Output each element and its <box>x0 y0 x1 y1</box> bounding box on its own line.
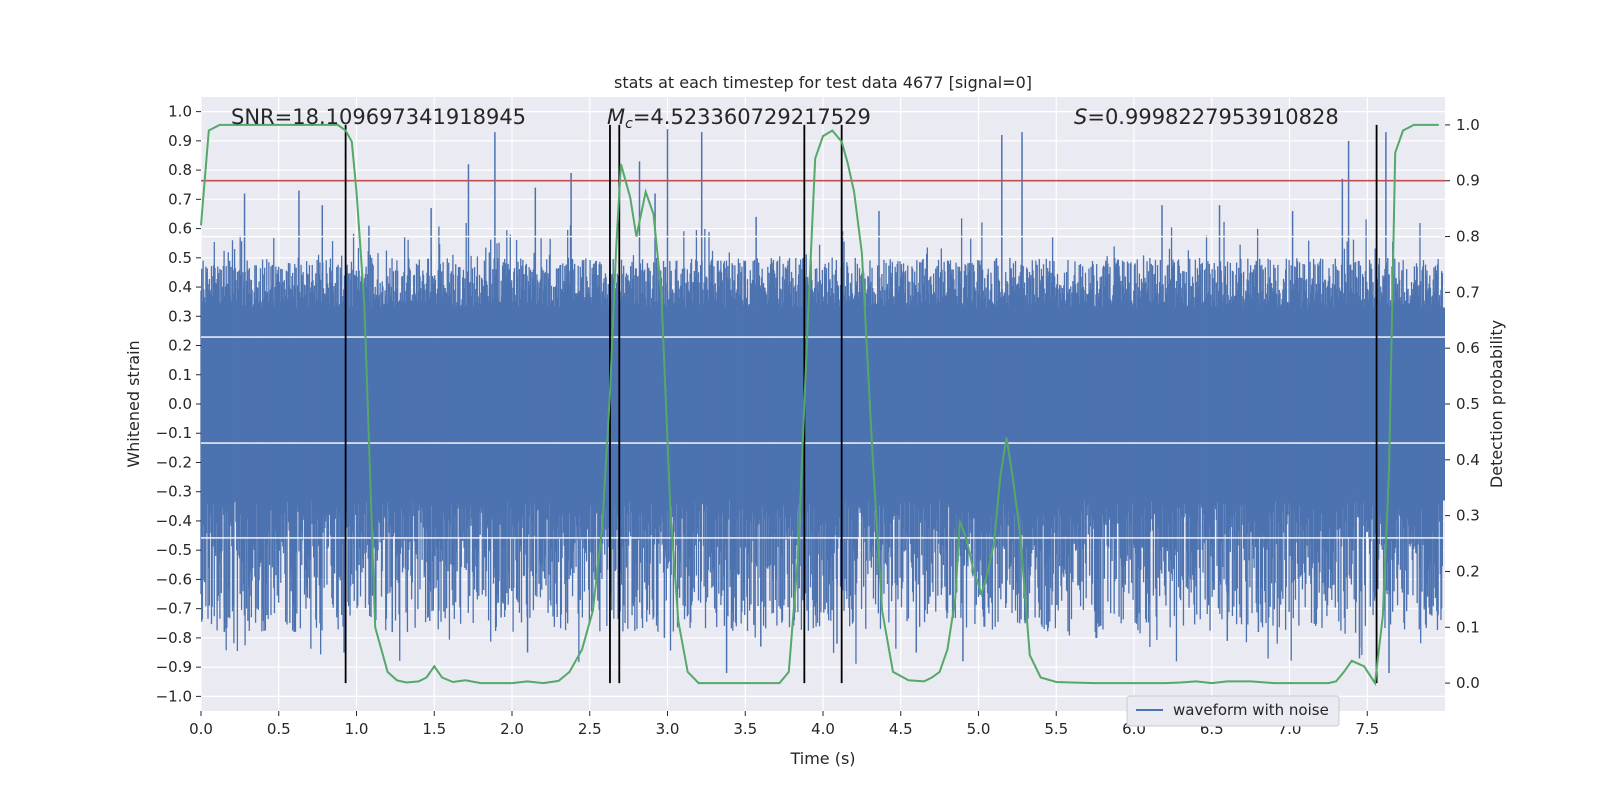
y-right-tick-label: 0.8 <box>1456 228 1480 246</box>
x-tick-label: 7.5 <box>1355 720 1379 738</box>
probability-bands <box>201 235 1445 539</box>
x-axis-title: Time (s) <box>789 749 855 768</box>
y-left-tick-label: −1.0 <box>156 687 192 705</box>
y-right-tick-label: 0.1 <box>1456 618 1480 636</box>
x-tick-label: 4.0 <box>811 720 835 738</box>
x-tick-label: 1.0 <box>345 720 369 738</box>
y-right-tick-label: 0.7 <box>1456 283 1480 301</box>
probability-curve <box>200 123 1439 686</box>
x-tick-label: 4.5 <box>889 720 913 738</box>
x-tick-label: 0.0 <box>189 720 213 738</box>
y-left-tick-label: 0.1 <box>168 366 192 384</box>
x-tick-label: 1.5 <box>422 720 446 738</box>
y-left-tick-label: −0.1 <box>156 424 192 442</box>
y-right-tick-label: 0.5 <box>1456 395 1480 413</box>
y-right-tick-label: 0.3 <box>1456 507 1480 525</box>
score-value: =0.9998227953910828 <box>1087 105 1338 129</box>
y-right-tick-label: 0.4 <box>1456 451 1480 469</box>
chirp-mass-symbol: M <box>607 105 625 129</box>
y-left-tick-label: 0.5 <box>168 249 192 267</box>
y-left-tick-label: 1.0 <box>168 103 192 121</box>
y-right-tick-label: 0.6 <box>1456 339 1480 357</box>
y-left-axis-ticks: −1.0 −0.9 −0.8 −0.7 −0.6 −0.5 −0.4 −0.3 −0.2 −0.1… <box>156 103 201 705</box>
x-tick-label: 5.0 <box>967 720 991 738</box>
y-left-tick-label: −0.2 <box>156 453 192 471</box>
y-left-tick-label: 0.8 <box>168 161 192 179</box>
y-left-tick-label: −0.6 <box>156 570 192 588</box>
chirp-mass-subscript: c <box>625 116 633 132</box>
y-left-tick-label: −0.7 <box>156 600 192 618</box>
y-right-tick-label: 0.0 <box>1456 674 1480 692</box>
chirp-mass-annotation: Mc=4.523360729217529 <box>607 105 871 132</box>
y-left-tick-label: 0.7 <box>168 190 192 208</box>
y-left-tick-label: −0.4 <box>156 512 192 530</box>
chart-title: stats at each timestep for test data 467… <box>614 73 1032 92</box>
y-left-tick-label: 0.0 <box>168 395 192 413</box>
y-right-tick-label: 0.2 <box>1456 562 1480 580</box>
legend-box <box>1126 695 1340 727</box>
y-right-tick-label: 1.0 <box>1456 116 1480 134</box>
y-left-axis-title: Whitened strain <box>124 340 143 467</box>
waveform-series <box>200 129 1445 673</box>
y-left-tick-label: 0.6 <box>168 220 192 238</box>
x-tick-label: 3.0 <box>656 720 680 738</box>
y-right-axis-ticks: 0.0 0.1 0.2 0.3 0.4 0.5 0.6 0.7 0.8 0.9 1.0 <box>1445 116 1480 692</box>
x-tick-label: 0.5 <box>267 720 291 738</box>
score-annotation: S=0.9998227953910828 <box>1074 105 1339 129</box>
legend: waveform with noise <box>1126 695 1340 727</box>
y-right-axis-title: Detection probability <box>1487 320 1506 488</box>
y-left-tick-label: −0.8 <box>156 629 192 647</box>
y-left-tick-label: 0.2 <box>168 337 192 355</box>
x-tick-label: 2.0 <box>500 720 524 738</box>
x-tick-label: 2.5 <box>578 720 602 738</box>
x-tick-label: 3.5 <box>733 720 757 738</box>
snr-annotation: SNR=18.109697341918945 <box>231 105 526 129</box>
y-right-tick-label: 0.9 <box>1456 172 1480 190</box>
score-symbol: S <box>1074 105 1087 129</box>
y-left-tick-label: −0.3 <box>156 483 192 501</box>
y-left-tick-label: −0.5 <box>156 541 192 559</box>
x-tick-label: 5.5 <box>1044 720 1068 738</box>
y-left-tick-label: 0.9 <box>168 132 192 150</box>
y-left-tick-label: 0.4 <box>168 278 192 296</box>
legend-label-waveform: waveform with noise <box>1173 701 1329 719</box>
y-left-tick-label: −0.9 <box>156 658 192 676</box>
y-left-tick-label: 0.3 <box>168 307 192 325</box>
probability-series <box>200 123 1439 686</box>
chirp-mass-value: =4.523360729217529 <box>633 105 871 129</box>
